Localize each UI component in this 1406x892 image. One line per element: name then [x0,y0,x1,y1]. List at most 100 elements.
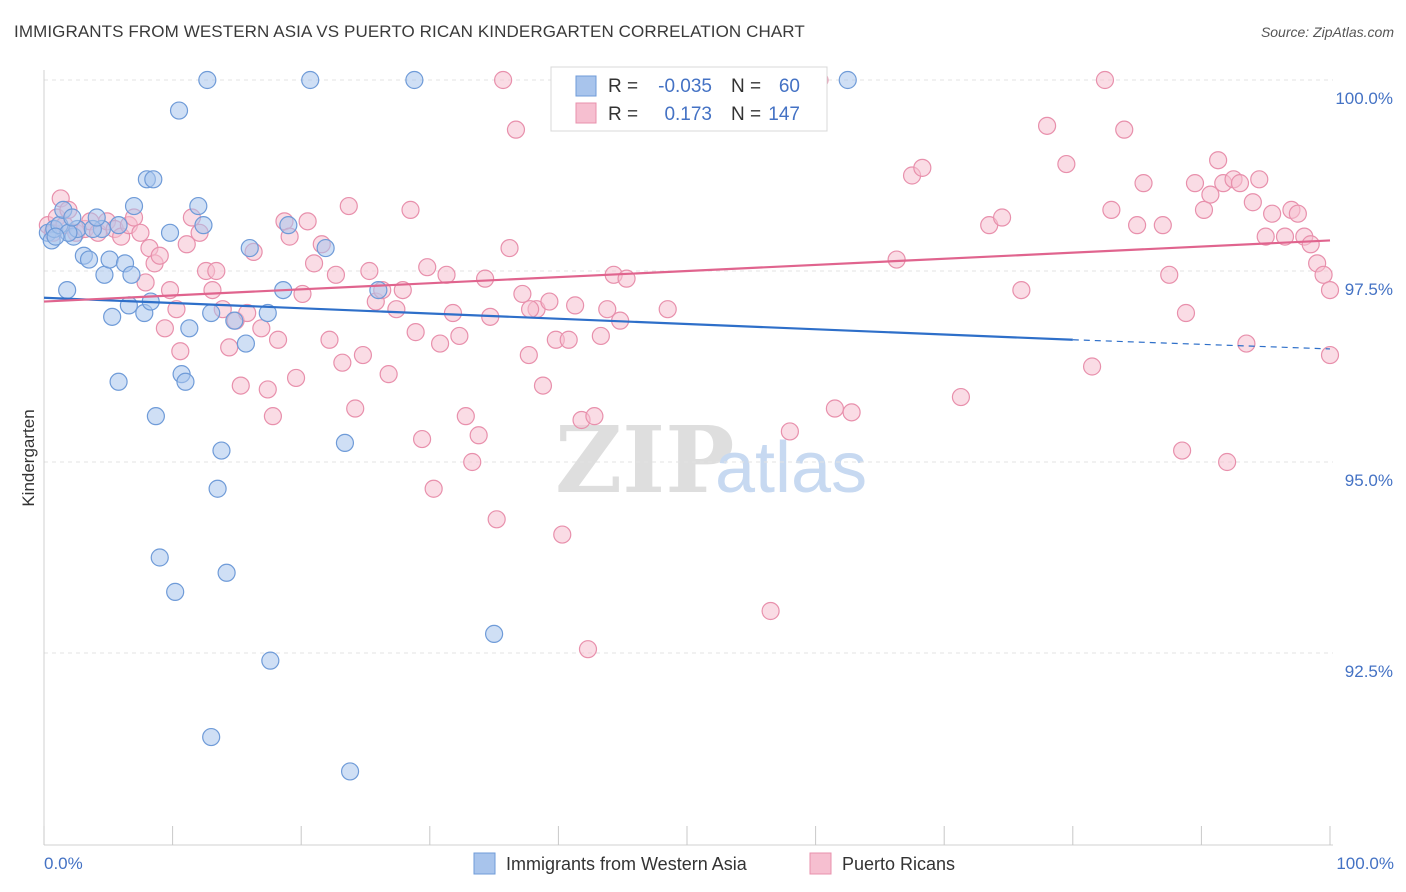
puerto-ricans-point [487,510,506,529]
western-asia-point [109,216,128,235]
western-asia-point [194,216,213,235]
western-asia-point [198,70,217,90]
legend-n-label-blue: N = [731,76,761,97]
puerto-ricans-point [658,300,677,319]
puerto-ricans-point [1115,120,1134,139]
western-asia-point [258,303,277,323]
puerto-ricans-point [1173,441,1192,460]
puerto-ricans-point [463,452,482,472]
series-immigrants-western-asia [38,70,857,781]
puerto-ricans-point [553,525,572,544]
watermark-atlas: atlas [715,428,867,508]
western-asia-point [208,479,227,498]
western-asia-point [79,250,99,269]
bottom-legend: Immigrants from Western Asia Puerto Rica… [473,852,955,875]
puerto-ricans-point [951,387,971,407]
y-tick-label: 92.5% [1345,662,1393,681]
puerto-ricans-point [177,235,196,254]
puerto-ricans-point [286,368,306,388]
western-asia-point [46,227,65,246]
puerto-ricans-point [304,254,324,273]
trend-line-puerto-ricans [43,239,1331,303]
puerto-ricans-point [469,426,488,445]
puerto-ricans-point [913,158,932,177]
puerto-ricans-point [1185,174,1205,193]
puerto-ricans-point [171,342,190,361]
puerto-ricans-point [506,120,526,139]
puerto-ricans-point [1134,174,1153,193]
puerto-ricans-point [1218,452,1237,472]
puerto-ricans-point [500,238,519,258]
puerto-ricans-point [992,208,1012,227]
puerto-ricans-point [268,330,288,349]
bottom-legend-label-pink: Puerto Ricans [842,854,955,874]
puerto-ricans-point [519,345,538,365]
y-tick-label: 97.5% [1345,280,1393,299]
puerto-ricans-point [1012,281,1031,300]
y-tick-label: 95.0% [1345,471,1393,490]
x-tick-marks [43,826,1331,845]
x-tick-label-min: 0.0% [44,854,83,873]
puerto-ricans-point [842,403,861,422]
puerto-ricans-point [412,429,432,449]
puerto-ricans-point [1263,204,1282,223]
puerto-ricans-point [353,345,373,365]
puerto-ricans-point [585,407,604,426]
puerto-ricans-point [1256,227,1275,246]
chart-title: IMMIGRANTS FROM WESTERN ASIA VS PUERTO R… [14,22,805,41]
puerto-ricans-point [203,281,222,300]
puerto-ricans-point [1250,170,1269,189]
puerto-ricans-point [1176,303,1196,323]
puerto-ricans-point [424,479,443,498]
legend-n-label-pink: N = [731,104,761,125]
puerto-ricans-point [220,338,239,357]
puerto-ricans-point [578,640,598,659]
puerto-ricans-point [1201,185,1220,204]
grid-lines [44,79,1333,654]
western-asia-point [236,334,256,353]
legend-r-label-blue: R = [608,76,638,97]
puerto-ricans-point [475,269,495,288]
legend-box: R = -0.035 N = 60 R = 0.173 N = 147 [550,66,828,132]
legend-swatch-blue [575,75,597,97]
puerto-ricans-point [761,601,780,621]
puerto-ricans-point [1153,216,1172,235]
puerto-ricans-point [1209,151,1228,170]
puerto-ricans-point [258,380,277,399]
puerto-ricans-point [566,296,585,315]
puerto-ricans-point [207,261,226,281]
western-asia-point [146,407,165,426]
legend-r-value-pink: 0.173 [664,104,712,125]
puerto-ricans-point [443,303,463,323]
puerto-ricans-point [825,399,844,418]
western-asia-point [109,372,128,391]
western-asia-point [225,311,244,330]
western-asia-point [240,238,259,258]
puerto-ricans-point [1037,116,1057,135]
watermark: ZIP atlas [555,406,867,514]
bottom-legend-label-blue: Immigrants from Western Asia [506,854,748,874]
legend-n-value-pink: 147 [768,104,800,125]
puerto-ricans-point [418,258,437,277]
western-asia-point [301,70,320,90]
puerto-ricans-point [598,300,617,319]
puerto-ricans-point [263,407,283,426]
puerto-ricans-point [591,326,610,346]
puerto-ricans-point [521,300,540,319]
puerto-ricans-point [1301,235,1320,254]
puerto-ricans-point [1288,204,1307,223]
western-asia-point [150,548,169,567]
puerto-ricans-point [1314,265,1333,284]
western-asia-point [169,101,189,120]
western-asia-point [119,296,138,315]
puerto-ricans-point [456,407,475,426]
western-asia-point [202,727,221,747]
western-asia-point [189,196,208,216]
puerto-ricans-point [430,334,450,353]
trend-lines [43,239,1331,350]
puerto-ricans-point [155,319,174,338]
y-tick-label: 100.0% [1335,89,1393,108]
western-asia-point [144,170,163,189]
legend-swatch-pink [575,102,597,124]
